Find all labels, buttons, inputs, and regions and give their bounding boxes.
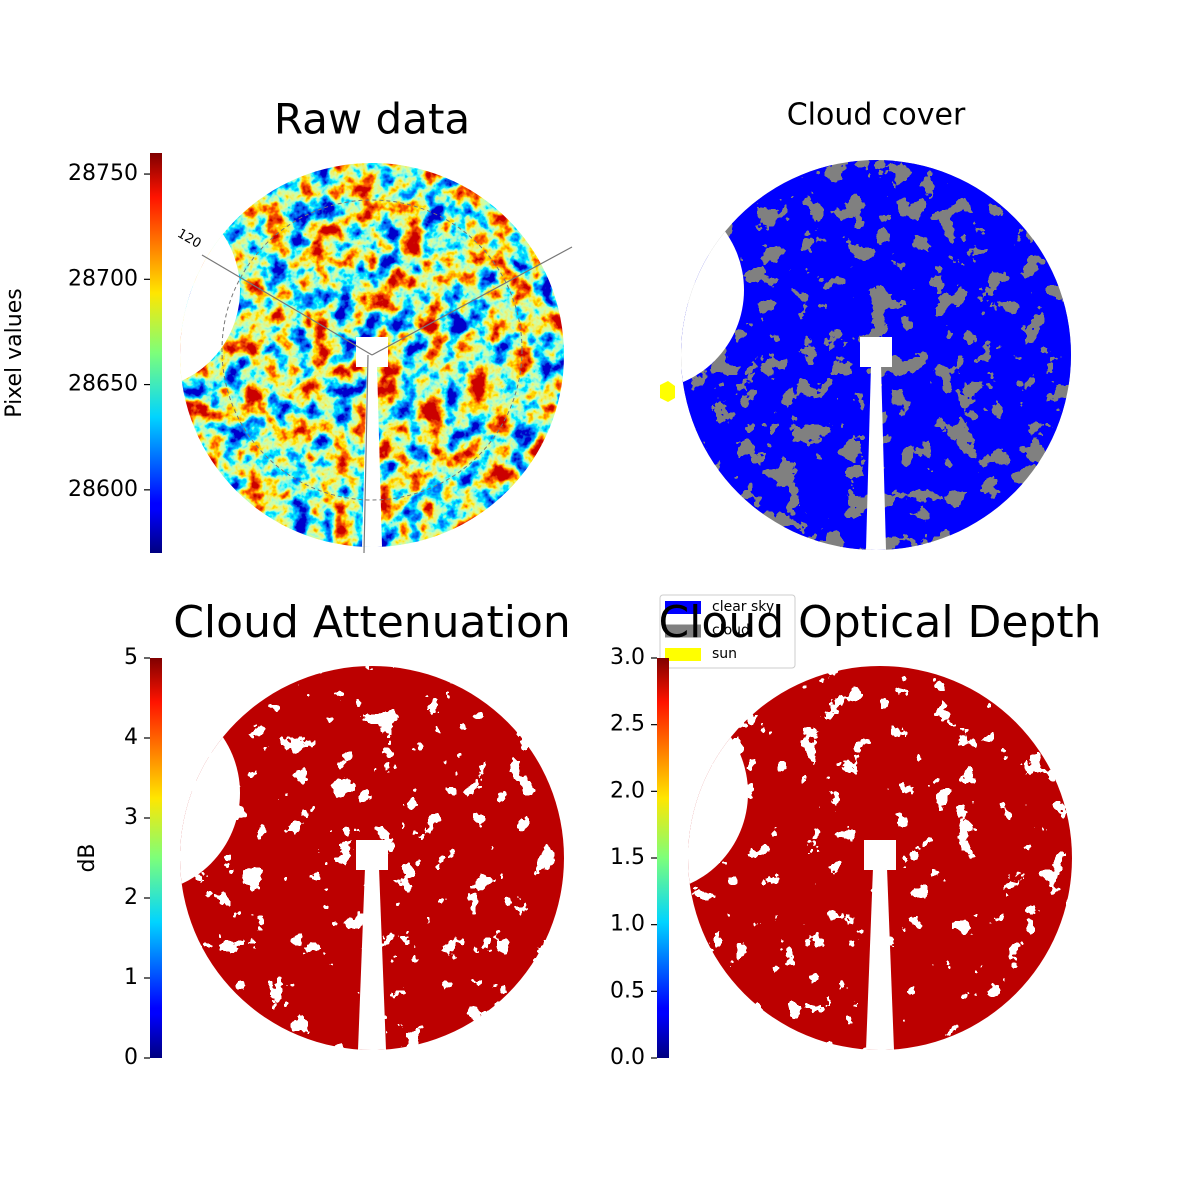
- panel-title: Cloud Attenuation: [173, 597, 571, 648]
- mask-center: [356, 840, 388, 870]
- colorbar-tick-label: 4: [124, 725, 138, 750]
- colorbar: [150, 153, 162, 553]
- colorbar-label: dB: [75, 843, 100, 872]
- colorbar-tick-label: 5: [124, 645, 138, 670]
- mask-strip: [866, 365, 886, 550]
- sun-marker: [660, 381, 675, 402]
- colorbar-tick-label: 28600: [68, 477, 138, 502]
- colorbar: [657, 658, 669, 1058]
- polar-spoke: [371, 246, 573, 356]
- legend-label: sun: [712, 646, 737, 662]
- colorbar-tick-label: 2.0: [610, 778, 645, 803]
- mask-notch: [688, 693, 748, 893]
- colorbar-tick-label: 28700: [68, 266, 138, 291]
- legend-swatch: [665, 648, 701, 661]
- colorbar: [150, 658, 162, 1058]
- colorbar-tick-label: 3.0: [610, 645, 645, 670]
- polar-label: 120: [174, 226, 203, 251]
- sky-image: [681, 160, 1071, 550]
- polar-ring: [221, 199, 523, 501]
- polar-spoke: [201, 254, 373, 356]
- mask-notch: [180, 693, 240, 893]
- legend-label: clear sky: [712, 599, 774, 615]
- colorbar-tick-label: 1.5: [610, 845, 645, 870]
- mask-strip: [358, 868, 386, 1050]
- colorbar-tick-label: 0.5: [610, 978, 645, 1003]
- colorbar-tick-label: 2.5: [610, 712, 645, 737]
- sky-image: [180, 666, 564, 1050]
- panel-title: Raw data: [274, 95, 470, 144]
- colorbar-tick-label: 0: [124, 1045, 138, 1070]
- colorbar-tick-label: 28650: [68, 372, 138, 397]
- legend-swatch: [665, 624, 701, 638]
- colorbar-tick-label: 1: [124, 965, 138, 990]
- colorbar-tick-label: 3: [124, 805, 138, 830]
- panel-title: Cloud Optical Depth: [658, 597, 1101, 648]
- mask-center: [356, 337, 388, 367]
- colorbar-tick-label: 2: [124, 885, 138, 910]
- colorbar-tick-label: 1.0: [610, 912, 645, 937]
- mask-notch: [681, 190, 744, 390]
- mask-center: [864, 840, 896, 870]
- colorbar-tick-label: 28750: [68, 161, 138, 186]
- colorbar-label: Pixel values: [2, 288, 27, 417]
- colorbar-tick-label: 0.0: [610, 1045, 645, 1070]
- mask-center: [860, 337, 892, 367]
- legend-swatch: [665, 601, 701, 614]
- polar-spoke: [363, 354, 369, 554]
- panel-title: Cloud cover: [787, 98, 966, 133]
- legend-label: cloud: [712, 623, 750, 639]
- mask-strip: [866, 868, 894, 1050]
